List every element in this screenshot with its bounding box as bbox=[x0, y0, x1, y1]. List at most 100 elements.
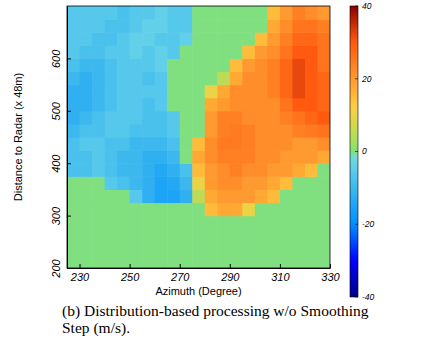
x-axis: 230250270290310330 bbox=[68, 264, 341, 283]
cell bbox=[317, 45, 330, 59]
cell bbox=[142, 255, 155, 268]
cell bbox=[105, 6, 118, 20]
cell bbox=[155, 111, 168, 125]
x-tick-label: 230 bbox=[70, 271, 90, 283]
cell bbox=[205, 98, 218, 112]
cell bbox=[267, 85, 280, 99]
cell bbox=[205, 124, 218, 138]
x-axis-title: Azimuth (Degree) bbox=[155, 285, 241, 297]
cell bbox=[280, 189, 293, 203]
y-tick: 600 bbox=[50, 49, 71, 68]
cell bbox=[280, 203, 293, 217]
cell bbox=[242, 229, 255, 243]
cell bbox=[317, 216, 330, 230]
cell bbox=[80, 203, 93, 217]
cell bbox=[267, 58, 280, 72]
cell bbox=[292, 255, 305, 268]
cell bbox=[130, 85, 143, 99]
cell bbox=[267, 6, 280, 20]
cell bbox=[280, 85, 293, 99]
cell bbox=[255, 242, 268, 256]
cell bbox=[142, 98, 155, 112]
cell bbox=[142, 32, 155, 46]
cell bbox=[230, 45, 243, 59]
y-tick: 300 bbox=[50, 206, 71, 225]
cell bbox=[92, 176, 105, 190]
cell bbox=[217, 216, 230, 230]
cell bbox=[205, 255, 218, 268]
cell bbox=[230, 176, 243, 190]
cell bbox=[167, 255, 180, 268]
y-tick-mark bbox=[67, 163, 71, 164]
y-tick: 500 bbox=[50, 101, 71, 120]
cell bbox=[217, 255, 230, 268]
cell bbox=[317, 19, 330, 33]
cell bbox=[230, 189, 243, 203]
cell bbox=[155, 229, 168, 243]
cell bbox=[242, 32, 255, 46]
cell bbox=[242, 163, 255, 177]
cell bbox=[205, 229, 218, 243]
cell bbox=[117, 32, 130, 46]
cell bbox=[192, 203, 205, 217]
cell bbox=[280, 137, 293, 151]
cell bbox=[67, 189, 80, 203]
y-tick-label: 500 bbox=[50, 101, 62, 120]
cell bbox=[255, 72, 268, 86]
cell bbox=[67, 176, 80, 190]
y-axis-title: Distance to Radar (x 48m) bbox=[12, 73, 24, 201]
y-tick-label: 300 bbox=[50, 206, 62, 225]
cell bbox=[255, 85, 268, 99]
cell bbox=[242, 58, 255, 72]
cell bbox=[117, 229, 130, 243]
cell bbox=[67, 163, 80, 177]
cell bbox=[155, 45, 168, 59]
cell bbox=[242, 85, 255, 99]
cell bbox=[242, 216, 255, 230]
cell bbox=[180, 255, 193, 268]
cell bbox=[192, 137, 205, 151]
cell bbox=[280, 229, 293, 243]
cell bbox=[280, 111, 293, 125]
cell bbox=[242, 176, 255, 190]
colorbar-tick-label: 0 bbox=[362, 146, 367, 156]
cell bbox=[317, 6, 330, 20]
x-tick-mark bbox=[230, 264, 231, 268]
cell bbox=[230, 203, 243, 217]
cell bbox=[142, 6, 155, 20]
cell bbox=[130, 58, 143, 72]
cell bbox=[180, 216, 193, 230]
cell bbox=[117, 19, 130, 33]
cell bbox=[292, 72, 305, 86]
x-tick: 310 bbox=[271, 264, 290, 283]
cell bbox=[317, 255, 330, 268]
cell bbox=[180, 32, 193, 46]
cell bbox=[230, 124, 243, 138]
cell bbox=[155, 124, 168, 138]
cell bbox=[180, 242, 193, 256]
cell bbox=[130, 189, 143, 203]
cell bbox=[80, 72, 93, 86]
cell bbox=[105, 189, 118, 203]
x-tick-label: 330 bbox=[321, 271, 340, 283]
cell bbox=[255, 189, 268, 203]
cell bbox=[267, 98, 280, 112]
cell bbox=[317, 58, 330, 72]
cell bbox=[142, 150, 155, 164]
cell bbox=[167, 229, 180, 243]
cell bbox=[242, 45, 255, 59]
cell bbox=[180, 163, 193, 177]
cell bbox=[142, 124, 155, 138]
cell bbox=[255, 124, 268, 138]
cell bbox=[267, 203, 280, 217]
cell bbox=[92, 229, 105, 243]
cell bbox=[267, 176, 280, 190]
cell bbox=[80, 229, 93, 243]
y-tick-mark bbox=[67, 111, 71, 112]
cell bbox=[117, 98, 130, 112]
cell bbox=[242, 19, 255, 33]
x-tick-label: 310 bbox=[271, 271, 290, 283]
cell bbox=[105, 137, 118, 151]
cell bbox=[205, 45, 218, 59]
cell bbox=[280, 6, 293, 20]
